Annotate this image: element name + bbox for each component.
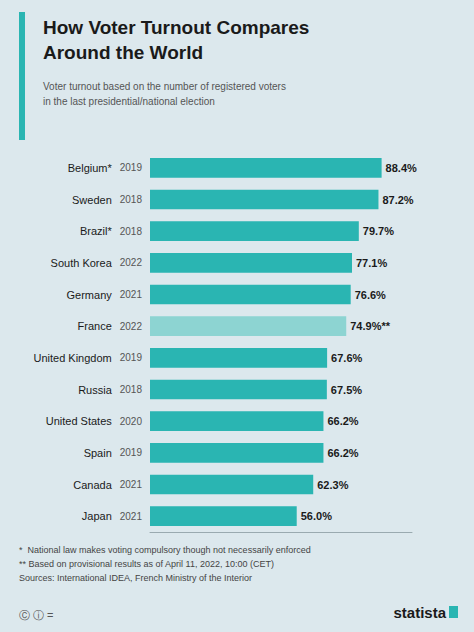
svg-text:2020: 2020 — [120, 416, 143, 427]
svg-text:2018: 2018 — [120, 384, 143, 395]
svg-text:Brazil*: Brazil* — [80, 225, 113, 237]
svg-text:2021: 2021 — [120, 289, 143, 300]
svg-text:Ⓒ ⓘ =: Ⓒ ⓘ = — [19, 609, 54, 621]
svg-text:Sources: International IDEA, F: Sources: International IDEA, French Mini… — [19, 573, 252, 583]
svg-text:United States: United States — [46, 415, 113, 427]
svg-text:56.0%: 56.0% — [301, 510, 332, 522]
svg-text:Russia: Russia — [78, 384, 113, 396]
svg-text:2019: 2019 — [120, 162, 143, 173]
svg-text:2022: 2022 — [120, 321, 143, 332]
svg-text:Germany: Germany — [67, 289, 113, 301]
svg-text:2018: 2018 — [120, 194, 143, 205]
svg-text:Voter turnout based on the num: Voter turnout based on the number of reg… — [43, 81, 286, 92]
svg-text:2019: 2019 — [120, 352, 143, 363]
svg-text:66.2%: 66.2% — [327, 415, 358, 427]
svg-text:Sweden: Sweden — [72, 194, 112, 206]
svg-text:87.2%: 87.2% — [382, 194, 413, 206]
svg-text:67.5%: 67.5% — [331, 384, 362, 396]
svg-text:in the last presidential/natio: in the last presidential/national electi… — [43, 96, 215, 107]
svg-text:77.1%: 77.1% — [356, 257, 387, 269]
svg-text:Belgium*: Belgium* — [68, 162, 113, 174]
svg-text:statista: statista — [393, 604, 446, 621]
svg-text:67.6%: 67.6% — [331, 352, 362, 364]
svg-text:Canada: Canada — [73, 479, 112, 491]
svg-text:88.4%: 88.4% — [386, 162, 417, 174]
svg-text:Spain: Spain — [84, 447, 112, 459]
svg-text:Japan: Japan — [82, 510, 112, 522]
svg-text:62.3%: 62.3% — [317, 479, 348, 491]
svg-text:France: France — [78, 320, 112, 332]
svg-text:2022: 2022 — [120, 257, 143, 268]
svg-text:South Korea: South Korea — [51, 257, 113, 269]
svg-text:How Voter Turnout Compares: How Voter Turnout Compares — [43, 17, 309, 38]
svg-text:74.9%**: 74.9%** — [350, 320, 390, 332]
svg-text:76.6%: 76.6% — [355, 289, 386, 301]
svg-text:* National law makes voting c: * National law makes voting compulsory t… — [19, 545, 311, 555]
svg-text:2019: 2019 — [120, 447, 143, 458]
svg-text:66.2%: 66.2% — [327, 447, 358, 459]
svg-text:Around the World: Around the World — [43, 42, 203, 63]
svg-text:2018: 2018 — [120, 226, 143, 237]
svg-text:79.7%: 79.7% — [363, 225, 394, 237]
svg-text:2021: 2021 — [120, 479, 143, 490]
svg-text:2021: 2021 — [120, 511, 143, 522]
svg-text:United Kingdom: United Kingdom — [33, 352, 111, 364]
svg-text:** Based on provisional result: ** Based on provisional results as of Ap… — [19, 559, 274, 569]
